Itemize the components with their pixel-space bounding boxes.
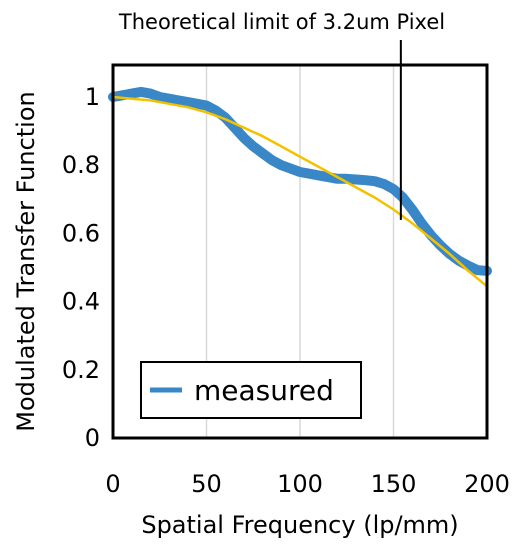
y-tick-labels: 0 0.2 0.4 0.6 0.8 1 [62, 83, 100, 452]
y-tick-label: 0 [85, 424, 100, 452]
x-tick-labels: 0 50 100 150 200 [105, 470, 510, 498]
y-tick-label: 1 [85, 83, 100, 111]
x-axis-label: Spatial Frequency (lp/mm) [141, 511, 458, 539]
legend: measured [140, 361, 362, 419]
series-layer [108, 86, 492, 288]
y-tick-label: 0.4 [62, 288, 100, 316]
series-line-measured [108, 86, 492, 276]
y-tick-label: 0.2 [62, 356, 100, 384]
series-line-theoretical [111, 95, 489, 288]
plot-frame [111, 63, 489, 440]
y-axis-label: Modulated Transfer Function [12, 91, 40, 431]
legend-label-measured: measured [194, 374, 334, 407]
x-tick-label: 150 [371, 470, 417, 498]
x-tick-label: 100 [277, 470, 323, 498]
x-tick-label: 50 [191, 470, 222, 498]
x-tick-label: 0 [105, 470, 120, 498]
annotation-text: Theoretical limit of 3.2um Pixel [118, 10, 445, 34]
x-tick-label: 200 [464, 470, 510, 498]
y-tick-label: 0.6 [62, 219, 100, 247]
y-tick-label: 0.8 [62, 151, 100, 179]
